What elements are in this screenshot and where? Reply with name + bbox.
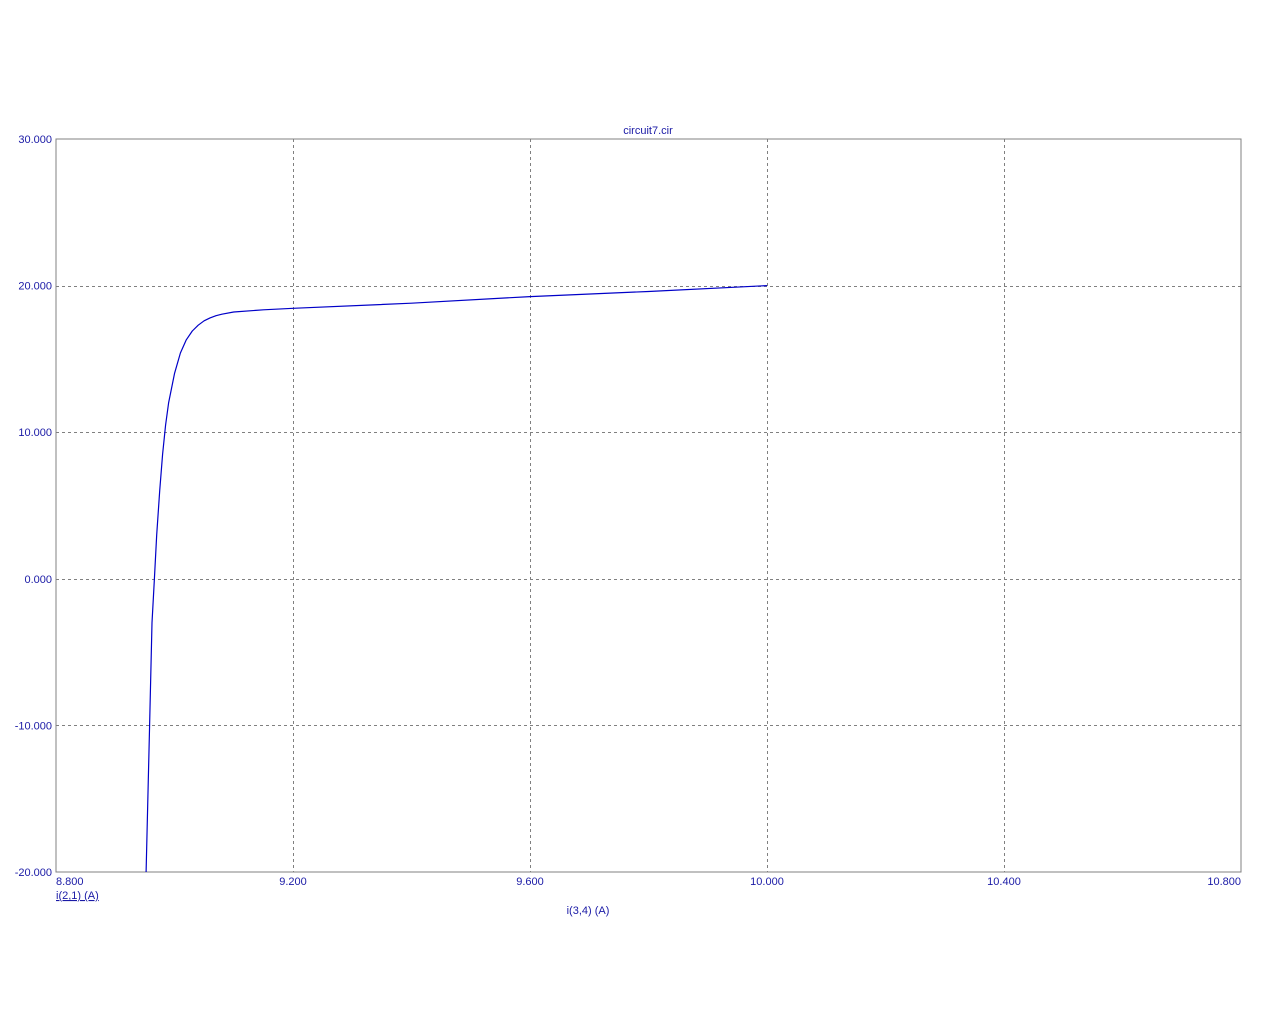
x-tick-label: 10.000	[750, 876, 784, 888]
y-tick-label: -20.000	[15, 867, 52, 879]
x-tick-label: 8.800	[56, 876, 84, 888]
series-group	[145, 285, 768, 873]
y-tick-label: 0.000	[24, 574, 52, 586]
y-tick-label: 20.000	[18, 281, 52, 293]
x-tick-label: 9.200	[279, 876, 307, 888]
chart-title: circuit7.cir	[623, 125, 673, 137]
x-tick-label: 10.400	[987, 876, 1021, 888]
plot-frame	[55, 138, 1242, 873]
x-tick-label: 10.800	[1207, 876, 1241, 888]
x-tick-labels: 8.800 9.200 9.600 10.000 10.400 10.800	[56, 876, 1241, 888]
series-line	[145, 285, 768, 873]
gridlines	[56, 139, 1241, 872]
legend-series-label[interactable]: i(2,1) (A)	[56, 890, 99, 902]
y-tick-labels: 30.000 20.000 10.000 0.000 -10.000 -20.000	[15, 134, 52, 879]
y-tick-label: -10.000	[15, 720, 52, 732]
y-tick-label: 10.000	[18, 427, 52, 439]
x-axis-label: i(3,4) (A)	[567, 905, 610, 917]
x-tick-label: 9.600	[516, 876, 544, 888]
y-tick-label: 30.000	[18, 134, 52, 146]
